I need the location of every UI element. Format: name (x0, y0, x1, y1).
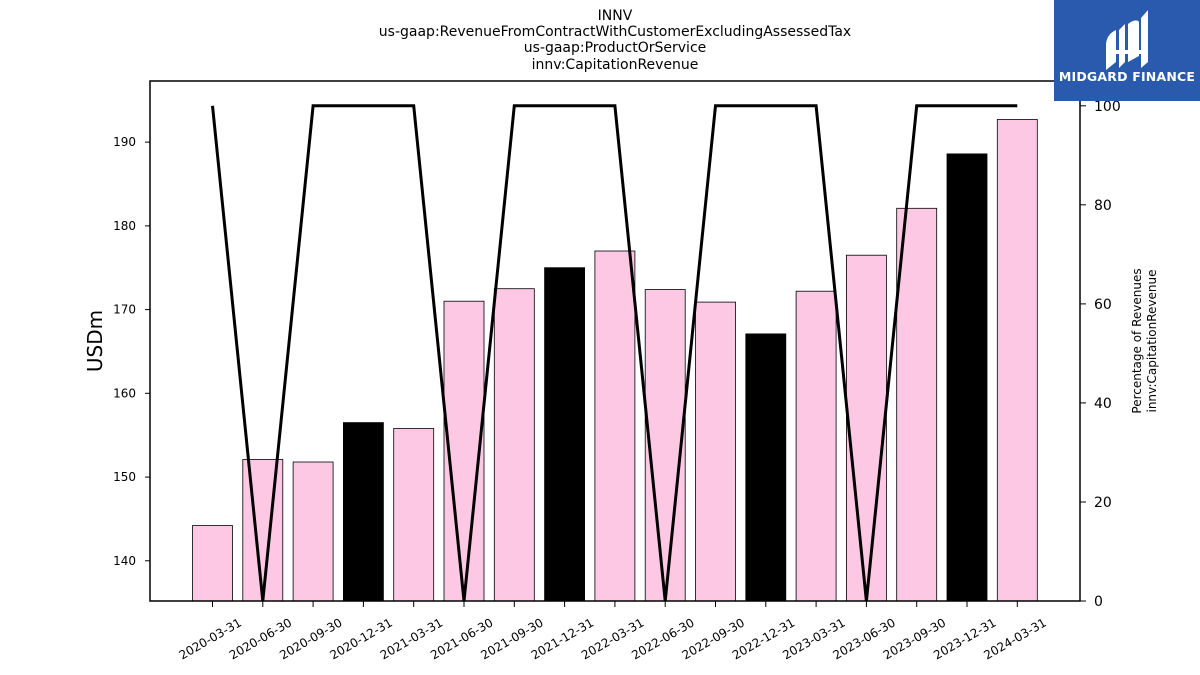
chart-title-line-1: INNV (598, 8, 633, 24)
y-axis-left: 140 150 160 170 180 190 (113, 135, 150, 568)
bar-2023-09-30 (896, 207, 938, 602)
chart-title: INNV us-gaap:RevenueFromContractWithCust… (379, 8, 851, 73)
capitation-percentage-line (211, 104, 1018, 602)
y2-tick-label: 60 (1094, 297, 1112, 313)
bar-2021-09-30 (493, 288, 535, 602)
line-layer (211, 104, 1018, 602)
y-tick-label: 140 (113, 554, 136, 568)
y2-tick-label: 20 (1094, 495, 1112, 511)
bar-2021-12-31 (544, 267, 585, 602)
bar-2023-03-31 (795, 290, 837, 602)
y-tick-label: 180 (113, 219, 136, 233)
x-axis: 2020-03-312020-06-302020-09-302020-12-31… (177, 601, 1049, 662)
y2-axis-label-line-1: Percentage of Revenues (1130, 268, 1144, 413)
bar-2020-06-30 (242, 459, 284, 602)
bar-2023-06-30 (846, 254, 887, 602)
y2-tick-label: 0 (1094, 594, 1103, 610)
y-tick-label: 190 (113, 135, 136, 149)
chart-title-line-2: us-gaap:RevenueFromContractWithCustomerE… (379, 24, 851, 40)
y2-tick-label: 80 (1094, 198, 1112, 214)
midgard-finance-logo-icon (1106, 10, 1148, 70)
chart-title-line-4: innv:CapitationRevenue (532, 57, 699, 73)
bar-2022-03-31 (594, 250, 636, 602)
y-axis-label: USDm (83, 310, 107, 372)
bar-2022-06-30 (644, 289, 686, 602)
bar-2022-09-30 (695, 301, 736, 602)
bar-2021-03-31 (393, 428, 435, 602)
chart-title-line-3: us-gaap:ProductOrService (524, 40, 707, 56)
y-tick-label: 160 (113, 386, 136, 400)
bar-2023-12-31 (946, 153, 988, 602)
y-tick-label: 150 (113, 470, 136, 484)
logo: MIDGARD FINANCE (1054, 0, 1200, 101)
y-axis-right: 0 20 40 60 80 100 (1080, 99, 1121, 610)
bar-2022-12-31 (745, 333, 787, 602)
bar-2020-09-30 (292, 461, 334, 602)
y2-tick-label: 100 (1094, 99, 1121, 115)
logo-text: MIDGARD FINANCE (1059, 69, 1195, 84)
bar-2020-03-31 (192, 525, 233, 602)
y-tick-label: 170 (113, 303, 136, 317)
bar-2020-12-31 (342, 422, 384, 602)
y2-axis-label-line-2: innv:CapitationRevenue (1145, 269, 1159, 412)
bar-2021-06-30 (443, 300, 485, 602)
bars-layer (192, 119, 1038, 602)
bar-2024-03-31 (996, 119, 1038, 602)
y2-tick-label: 40 (1094, 396, 1112, 412)
